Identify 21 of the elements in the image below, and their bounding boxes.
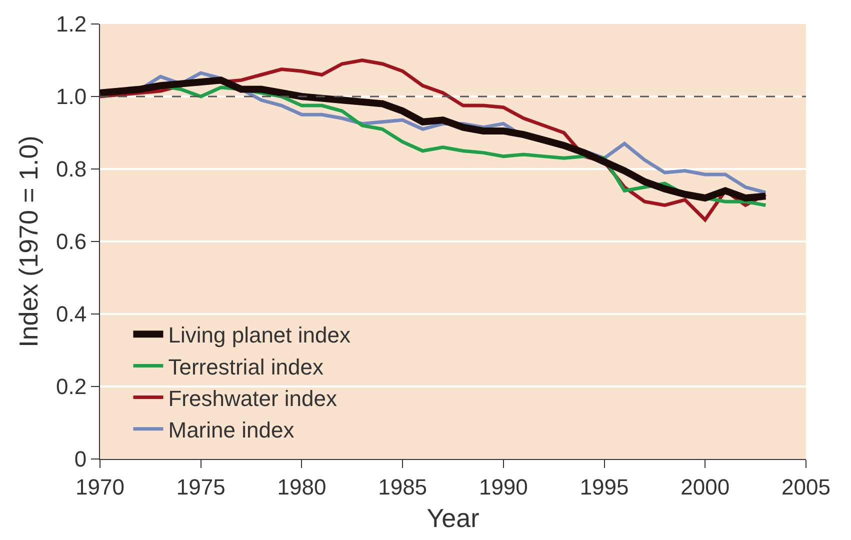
y-tick-label: 0.6: [56, 229, 87, 254]
y-axis-title: Index (1970 = 1.0): [13, 136, 44, 348]
x-tick-label: 2005: [782, 474, 830, 500]
y-tick-label: 0.2: [56, 374, 87, 400]
x-tick-label: 1970: [76, 474, 124, 500]
y-tick-label: 0.8: [56, 156, 87, 182]
x-axis-title: Year: [426, 503, 480, 534]
legend-label: Living planet index: [168, 322, 350, 348]
x-tick-label: 1995: [580, 474, 629, 500]
x-tick-label: 2000: [680, 474, 730, 500]
y-tick-label: 1.2: [56, 12, 87, 37]
x-tick-label: 1980: [277, 474, 326, 500]
x-tick-label: 1975: [176, 474, 226, 500]
x-tick-label: 1985: [378, 474, 428, 500]
y-tick-label: 0: [74, 446, 87, 472]
x-tick-label: 1990: [478, 474, 528, 500]
legend-label: Marine index: [168, 417, 294, 442]
y-tick-label: 1.0: [56, 84, 87, 110]
legend-label: Terrestrial index: [168, 354, 324, 380]
y-tick-label: 0.4: [56, 302, 87, 327]
legend-label: Freshwater index: [168, 386, 337, 411]
